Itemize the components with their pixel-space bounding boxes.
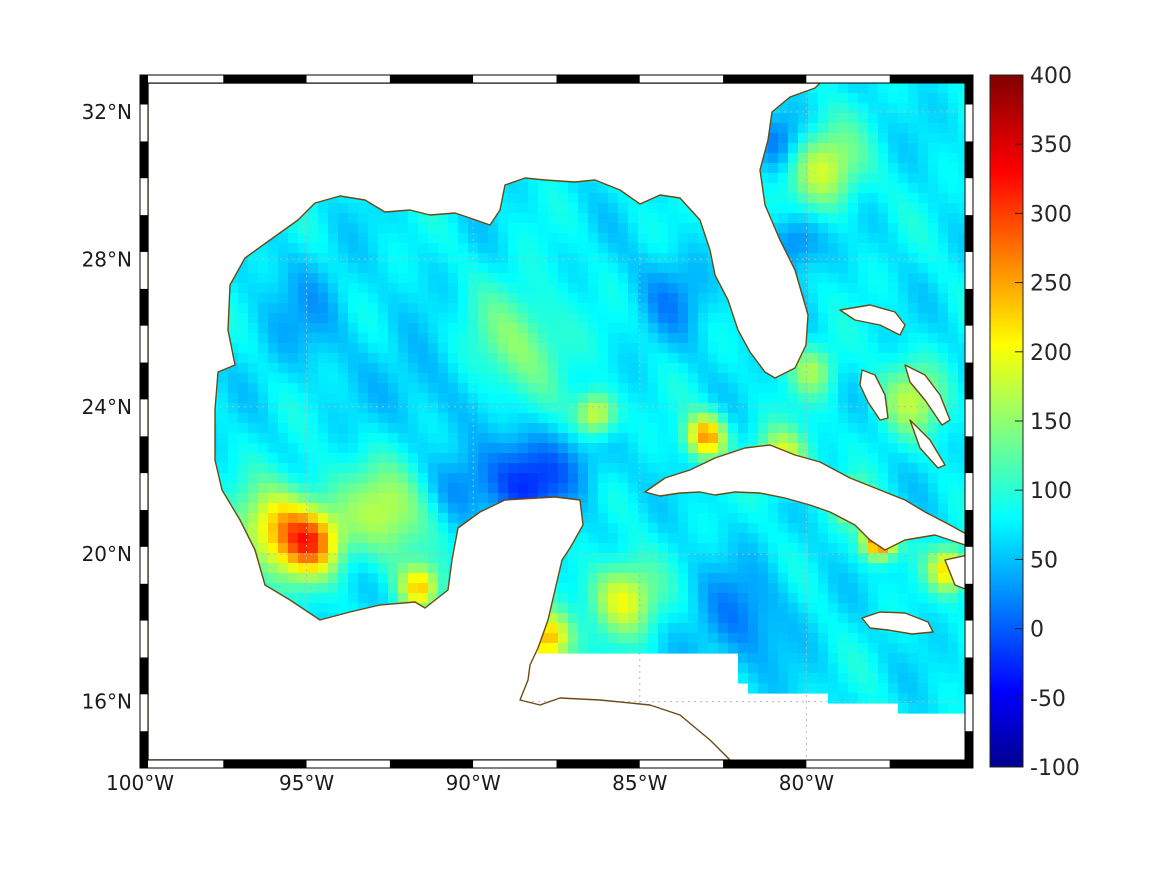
x-tick-label: 100°W [106,771,174,795]
frame-segment [140,436,148,474]
frame-segment [965,399,973,437]
frame-segment [140,694,148,732]
frame-segment [140,362,148,400]
coastlines [148,83,965,760]
y-tick-label: 32°N [82,100,132,124]
frame-segment [140,141,148,179]
frame-inner-outline [147,82,966,761]
frame-segment [140,473,148,510]
colorbar-tick-label: -100 [1030,756,1080,781]
frame-segment [140,325,148,363]
frame-segment [473,75,557,83]
colorbar-tick-label: 100 [1030,479,1072,504]
y-tick-label: 16°N [82,690,132,714]
y-tick-label: 20°N [82,542,132,566]
frame-segment [389,760,474,768]
land-hispaniola [944,554,965,590]
colorbar-tick-label: 150 [1030,410,1072,435]
frame-segment [306,760,390,768]
frame-segment [965,141,973,179]
frame-segment [473,760,557,768]
frame-segment [140,657,148,695]
frame-segment [140,75,224,83]
frame-segment [140,215,148,252]
land-bahamas-abaco [839,304,906,336]
y-tick-label: 28°N [82,247,132,271]
y-tick-label: 24°N [82,395,132,419]
frame-segment [723,760,807,768]
colorbar-labels: 400 350 300 250 200 150 100 50 0 -50 -100 [1015,64,1080,781]
frame-segment [140,583,148,621]
frame-segment [965,436,973,474]
frame-segment [965,731,973,768]
land-bahamas-eleuthera [904,364,951,426]
x-tick-label: 90°W [446,771,501,795]
colorbar-tick-label: 350 [1030,133,1072,158]
frame-segment [140,546,148,584]
frame-segment [140,620,148,658]
frame-segment [965,473,973,510]
y-axis-labels: 32°N 28°N 24°N 20°N 16°N [82,100,132,714]
frame-segment [723,75,807,83]
x-tick-label: 80°W [779,771,834,795]
frame-segment [889,760,973,768]
frame-segment [140,75,148,105]
frame-segment [140,288,148,326]
frame-segment [889,75,973,83]
frame-segment [965,694,973,732]
frame-segment [965,620,973,658]
frame-segment [965,325,973,363]
frame-segment [140,399,148,437]
frame-segment [140,178,148,216]
frame-segment [556,760,640,768]
frame-segment [639,75,724,83]
frame-segment [140,251,148,289]
frame-segment [140,731,148,768]
frame-segment [965,509,973,547]
frame-segment [965,362,973,400]
land-bahamas-andros [859,369,889,421]
frame-segment [965,251,973,289]
colorbar-tick-label: -50 [1030,687,1066,712]
land-north-america [148,83,821,760]
colorbar-tick-label: 0 [1030,618,1044,643]
frame-segment [556,75,640,83]
frame-segment [965,657,973,695]
frame-segment [223,75,307,83]
frame-segment [965,288,973,326]
map-frame [139,74,974,769]
frame-segment [639,760,724,768]
x-tick-label: 85°W [612,771,667,795]
frame-segment [965,583,973,621]
frame-segment [806,75,890,83]
colorbar-tick-label: 200 [1030,341,1072,366]
frame-segment [140,760,224,768]
colorbar-tick-label: 250 [1030,272,1072,297]
frame-segment [140,104,148,142]
frame-segment [965,75,973,105]
land-bahamas-exuma [909,419,946,469]
frame-segment [965,546,973,584]
frame-segment [389,75,474,83]
colorbar: 400 350 300 250 200 150 100 50 0 -50 -100 [989,64,1080,781]
land-cuba [644,444,965,551]
colorbar-tick-label: 50 [1030,548,1058,573]
frame-segment [965,178,973,216]
frame-segment [806,760,890,768]
land-jamaica [861,611,934,635]
x-axis-labels: 100°W 95°W 90°W 85°W 80°W [106,771,834,795]
frame-segment [965,104,973,142]
frame-segment [306,75,390,83]
frame-segment [140,509,148,547]
frame-segment [965,215,973,252]
colorbar-tick-label: 400 [1030,64,1072,89]
frame-outline [139,74,974,769]
frame-segment [223,760,307,768]
x-tick-label: 95°W [279,771,334,795]
colorbar-tick-label: 300 [1030,202,1072,227]
